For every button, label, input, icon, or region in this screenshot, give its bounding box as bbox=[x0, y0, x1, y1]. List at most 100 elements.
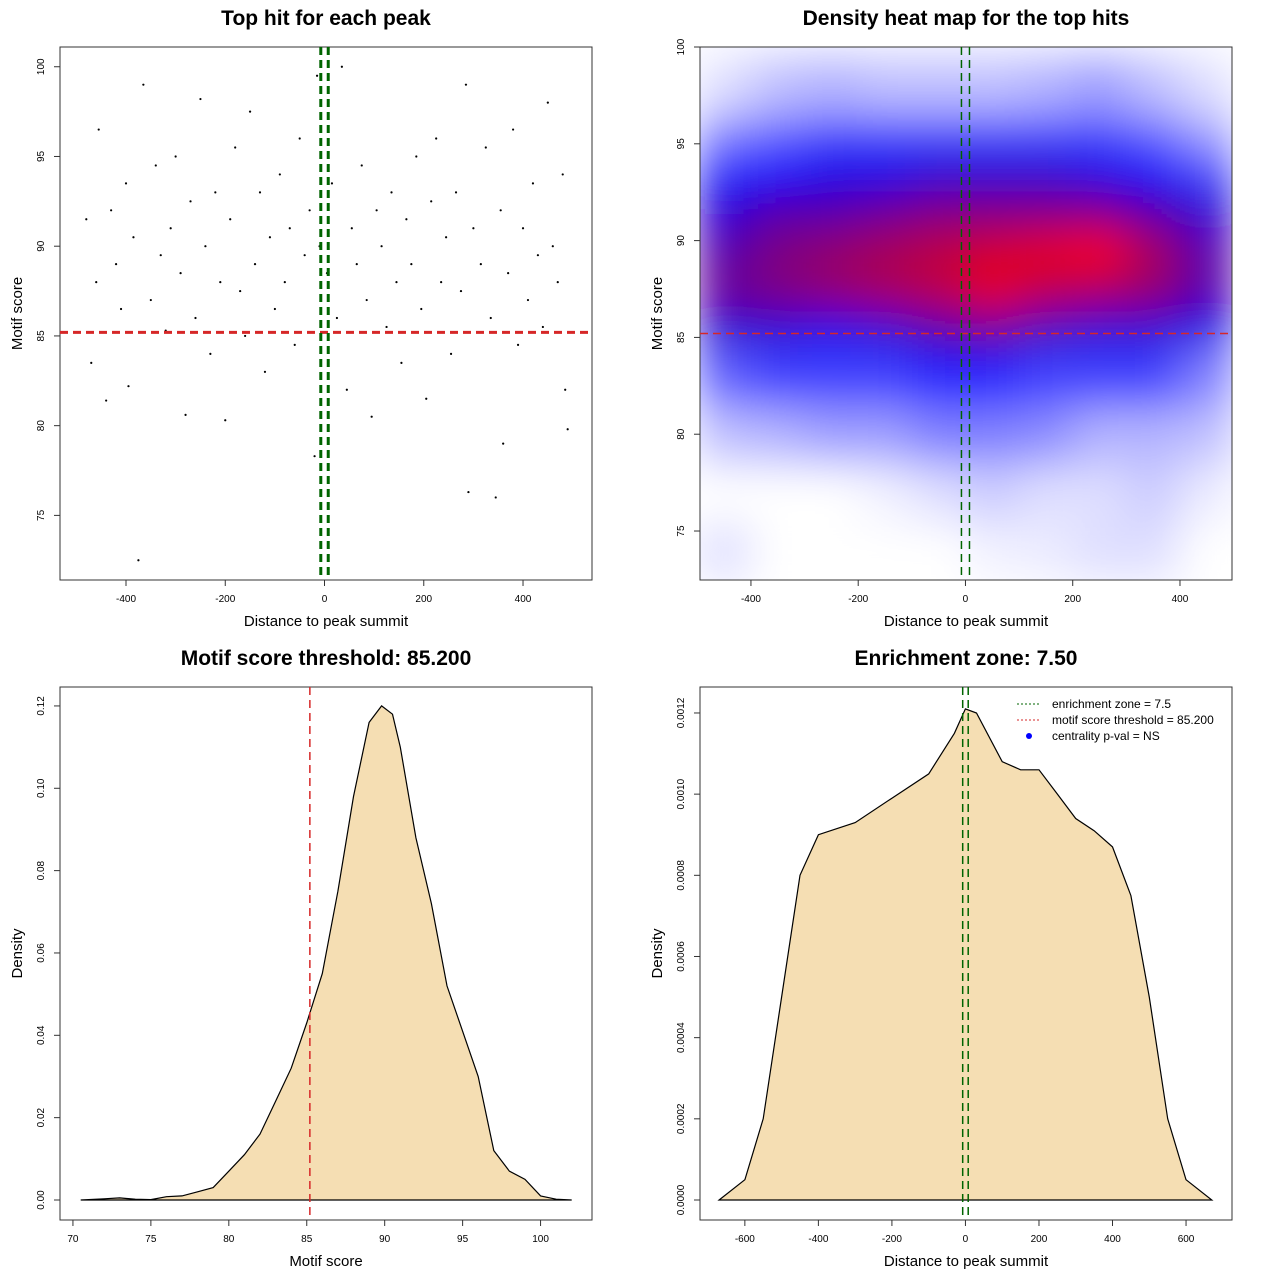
heat-cell bbox=[858, 56, 913, 116]
heat-cell bbox=[1126, 521, 1181, 580]
point bbox=[142, 83, 145, 86]
y-tick-label: 90 bbox=[676, 235, 687, 247]
plot-box bbox=[59, 46, 593, 581]
point bbox=[229, 218, 232, 221]
point bbox=[454, 191, 458, 194]
x-tick-label: 100 bbox=[532, 1234, 549, 1245]
x-tick-label: -400 bbox=[808, 1234, 828, 1245]
heat-cell bbox=[700, 56, 752, 116]
heat-cell bbox=[911, 347, 967, 407]
point bbox=[95, 280, 98, 284]
point bbox=[507, 272, 510, 275]
heat-cell bbox=[1179, 405, 1232, 465]
point bbox=[283, 280, 286, 284]
point bbox=[546, 101, 549, 104]
y-axis-label: Density bbox=[9, 928, 26, 979]
point bbox=[239, 289, 242, 293]
y-tick-label: 75 bbox=[676, 525, 687, 537]
heat-cell bbox=[804, 463, 860, 523]
point bbox=[566, 428, 569, 431]
point bbox=[263, 370, 267, 373]
point bbox=[360, 164, 363, 167]
x-tick-label: -200 bbox=[882, 1234, 902, 1245]
panel: -400 -200 0 200 400 75 80 85 90 95 100 Density heat… bbox=[649, 7, 1233, 630]
heat-cell bbox=[858, 521, 913, 580]
point bbox=[219, 280, 222, 284]
point bbox=[119, 307, 123, 311]
heat-cell bbox=[1126, 405, 1181, 465]
heat-cell bbox=[1126, 347, 1181, 407]
y-tick-label: 95 bbox=[676, 138, 687, 150]
point bbox=[435, 137, 438, 140]
point bbox=[293, 343, 296, 347]
point bbox=[395, 280, 398, 284]
y-tick-label: 100 bbox=[36, 58, 47, 75]
point bbox=[355, 263, 358, 266]
density-area bbox=[717, 708, 1214, 1201]
x-tick-label: -400 bbox=[116, 594, 136, 605]
heat-cell bbox=[911, 56, 967, 116]
point bbox=[303, 254, 306, 257]
point bbox=[365, 298, 368, 302]
heat-cell bbox=[911, 405, 967, 465]
chart-title: Enrichment zone: 7.50 bbox=[855, 647, 1078, 670]
heat-cell bbox=[804, 347, 860, 407]
point bbox=[194, 316, 197, 320]
x-axis-label: Distance to peak summit bbox=[884, 613, 1049, 630]
y-tick-label: 100 bbox=[676, 38, 687, 55]
point bbox=[551, 245, 554, 248]
point bbox=[420, 307, 423, 311]
point bbox=[467, 490, 470, 494]
heat-cell bbox=[1179, 521, 1232, 580]
point bbox=[85, 218, 88, 221]
y-tick-label: 0.02 bbox=[36, 1107, 47, 1127]
point bbox=[345, 388, 348, 391]
heat-cell bbox=[750, 521, 806, 580]
point bbox=[179, 272, 182, 275]
x-tick-label: -400 bbox=[741, 594, 761, 605]
heat-cell bbox=[1072, 405, 1128, 465]
point bbox=[425, 397, 428, 400]
point bbox=[521, 227, 525, 230]
point bbox=[244, 334, 247, 338]
point bbox=[415, 155, 418, 158]
point bbox=[132, 236, 135, 239]
point bbox=[268, 236, 272, 239]
y-tick-label: 0.0004 bbox=[676, 1022, 687, 1053]
point bbox=[258, 191, 262, 194]
heat-cell bbox=[965, 56, 1021, 116]
heat-cell bbox=[1126, 56, 1181, 116]
point bbox=[308, 209, 311, 212]
heatmap-cells bbox=[700, 56, 1232, 580]
y-tick-label: 80 bbox=[676, 428, 687, 440]
y-tick-label: 85 bbox=[676, 331, 687, 343]
point bbox=[472, 227, 475, 230]
y-tick-label: 0.0008 bbox=[676, 860, 687, 891]
point bbox=[224, 419, 227, 422]
heat-cell bbox=[1126, 463, 1181, 523]
y-axis-label: Density bbox=[649, 928, 666, 979]
point bbox=[278, 173, 281, 176]
legend-label: enrichment zone = 7.5 bbox=[1052, 697, 1171, 711]
point bbox=[464, 83, 468, 86]
heat-cell bbox=[1072, 56, 1128, 116]
x-tick-label: 200 bbox=[1031, 1234, 1048, 1245]
point bbox=[234, 146, 237, 149]
point bbox=[561, 173, 564, 176]
x-tick-label: 90 bbox=[379, 1234, 391, 1245]
heat-cell bbox=[750, 56, 806, 116]
point bbox=[114, 263, 118, 266]
point bbox=[184, 413, 187, 416]
x-tick-label: 85 bbox=[301, 1234, 313, 1245]
point bbox=[531, 182, 535, 185]
point bbox=[541, 325, 544, 329]
plot-box bbox=[699, 46, 1233, 581]
heat-cell bbox=[700, 463, 752, 523]
point bbox=[253, 263, 257, 266]
point bbox=[105, 399, 108, 402]
plot-box bbox=[699, 686, 1233, 1221]
heat-cell bbox=[1072, 463, 1128, 523]
chart-title: Motif score threshold: 85.200 bbox=[181, 647, 472, 670]
heat-cell bbox=[700, 405, 752, 465]
